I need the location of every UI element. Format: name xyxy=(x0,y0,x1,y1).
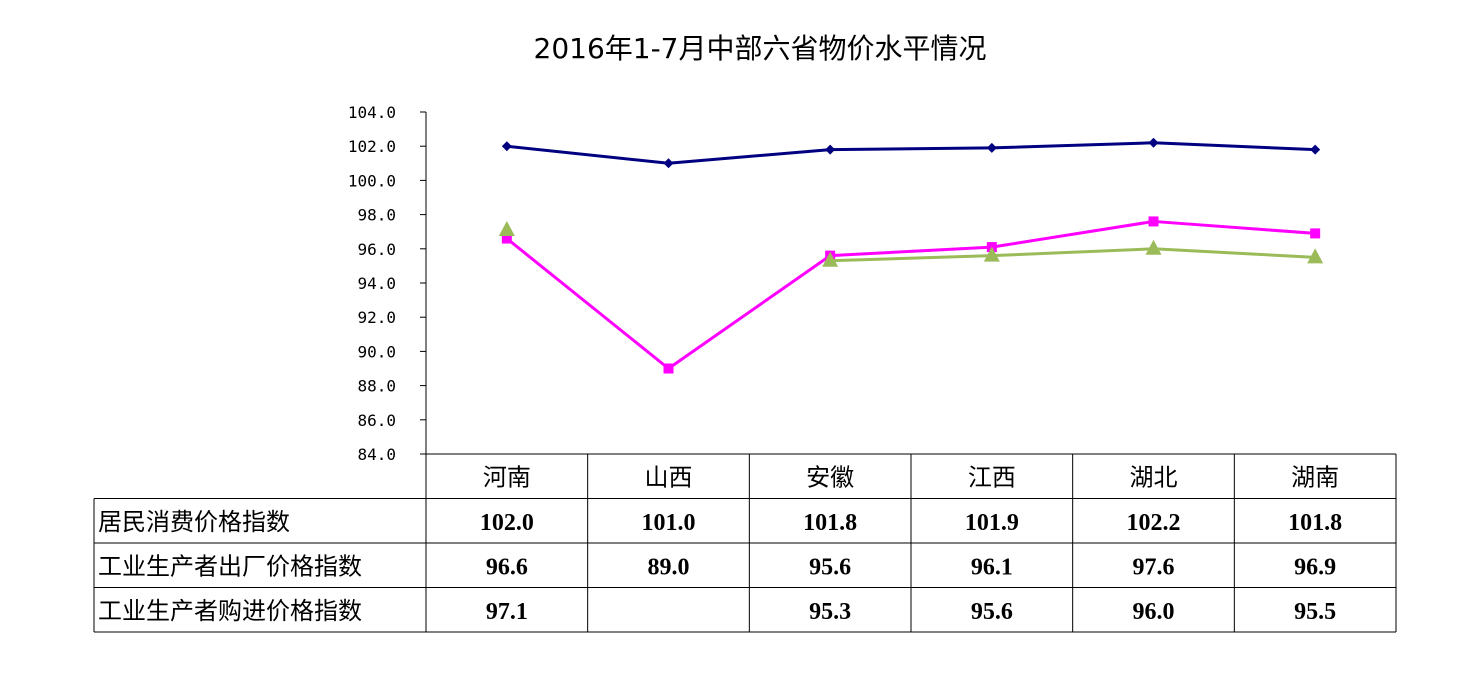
data-point xyxy=(825,144,836,155)
data-point xyxy=(1145,239,1162,255)
y-tick-label: 98.0 xyxy=(357,206,396,225)
data-label: 96.9 xyxy=(1294,554,1336,580)
series-line xyxy=(830,247,1316,263)
data-label: 97.6 xyxy=(1133,554,1175,580)
data-point xyxy=(1148,137,1159,148)
category-label: 山西 xyxy=(645,463,693,491)
data-label: 102.0 xyxy=(480,510,534,536)
plot-area xyxy=(498,137,1324,374)
data-point xyxy=(663,363,674,374)
series-3 xyxy=(498,220,1324,267)
y-tick-label: 96.0 xyxy=(357,240,396,259)
data-label: 95.6 xyxy=(971,599,1013,625)
category-label: 河南 xyxy=(483,463,531,491)
y-tick-label: 86.0 xyxy=(357,411,396,430)
series-name: 居民消费价格指数 xyxy=(98,508,290,536)
data-label: 95.3 xyxy=(809,599,851,625)
series-line xyxy=(505,219,1316,370)
category-label: 江西 xyxy=(968,463,1016,491)
data-label: 95.6 xyxy=(809,554,851,580)
data-label: 101.0 xyxy=(642,510,696,536)
category-label: 湖南 xyxy=(1291,463,1339,491)
chart-title: 2016年1-7月中部六省物价水平情况 xyxy=(534,32,987,65)
series-name: 工业生产者出厂价格指数 xyxy=(98,552,362,580)
data-label: 101.8 xyxy=(803,510,857,536)
category-label: 湖北 xyxy=(1130,463,1178,491)
series-line xyxy=(506,141,1316,165)
y-tick-label: 94.0 xyxy=(357,274,396,293)
data-point xyxy=(822,251,839,267)
y-axis: 84.0 86.0 88.0 90.0 92.0 94.0 96.0 98.0 100.0 102… xyxy=(348,103,427,464)
data-label: 102.2 xyxy=(1127,510,1181,536)
series-2 xyxy=(501,216,1321,374)
data-point xyxy=(498,220,515,236)
y-tick-label: 84.0 xyxy=(357,445,396,464)
data-label: 96.0 xyxy=(1133,599,1175,625)
data-point xyxy=(663,158,674,169)
data-label: 101.9 xyxy=(965,510,1019,536)
y-tick-label: 102.0 xyxy=(348,137,396,156)
data-label: 89.0 xyxy=(648,554,690,580)
category-label: 安徽 xyxy=(806,463,854,491)
data-point xyxy=(983,246,1000,262)
data-label: 96.1 xyxy=(971,554,1013,580)
data-point xyxy=(1310,144,1321,155)
data-point xyxy=(986,142,997,153)
data-point xyxy=(1148,216,1159,227)
y-tick-label: 104.0 xyxy=(348,103,396,122)
data-label: 95.5 xyxy=(1294,599,1336,625)
data-point xyxy=(1310,228,1321,239)
data-label: 96.6 xyxy=(486,554,528,580)
data-label: 97.1 xyxy=(486,599,528,625)
data-point xyxy=(1307,248,1324,264)
y-tick-label: 92.0 xyxy=(357,308,396,327)
y-tick-label: 88.0 xyxy=(357,377,396,396)
series-name: 工业生产者购进价格指数 xyxy=(98,597,362,625)
data-label: 101.8 xyxy=(1288,510,1342,536)
series-1 xyxy=(501,137,1321,169)
data-point xyxy=(501,141,512,152)
y-tick-label: 90.0 xyxy=(357,342,396,361)
data-point xyxy=(501,233,512,244)
y-tick-label: 100.0 xyxy=(348,171,396,190)
